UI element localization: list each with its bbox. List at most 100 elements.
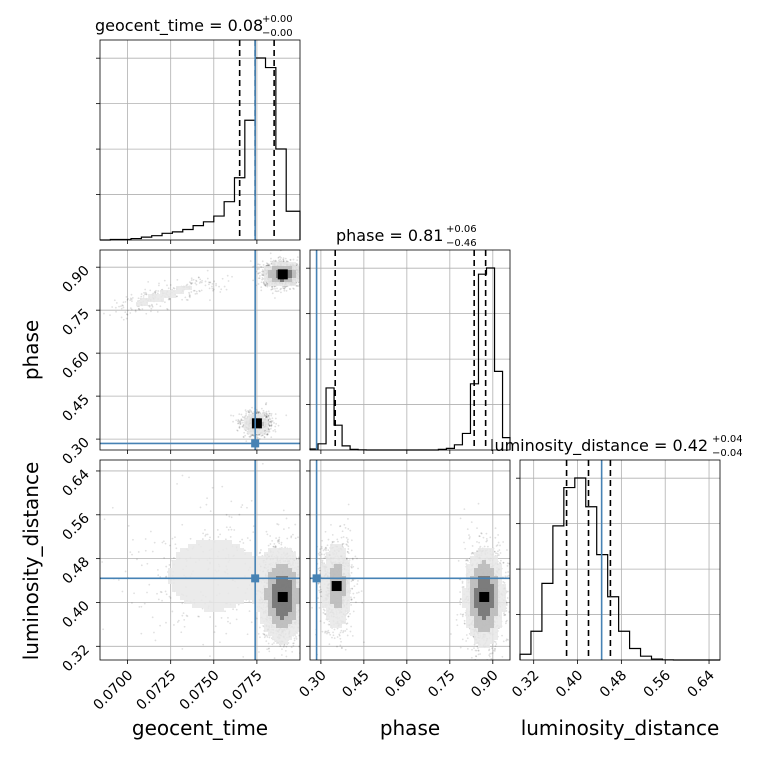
- scatter-geocent-time-vs-luminosity-distance-density-cell: [216, 544, 220, 548]
- scatter-geocent-time-vs-phase-point: [264, 285, 267, 287]
- scatter-geocent-time-vs-luminosity-distance-density-cell: [176, 592, 180, 596]
- scatter-geocent-time-vs-phase-point: [260, 435, 263, 437]
- scatter-geocent-time-vs-phase-point: [265, 415, 268, 418]
- scatter-geocent-time-vs-phase-point: [140, 293, 143, 295]
- scatter-geocent-time-vs-luminosity-distance-density-cell: [220, 600, 224, 604]
- scatter-geocent-time-vs-luminosity-distance-point: [286, 537, 289, 540]
- scatter-geocent-time-vs-phase-point: [129, 299, 132, 302]
- scatter-geocent-time-vs-luminosity-distance-point: [209, 655, 211, 658]
- scatter-geocent-time-vs-phase-point: [168, 298, 171, 301]
- scatter-geocent-time-vs-luminosity-distance-density-cell: [208, 556, 212, 560]
- scatter-geocent-time-vs-phase-density-cell: [144, 302, 148, 306]
- scatter-geocent-time-vs-luminosity-distance-point: [290, 646, 293, 649]
- scatter-geocent-time-vs-phase-point: [296, 263, 299, 265]
- scatter-geocent-time-vs-phase-point: [236, 420, 239, 423]
- scatter-geocent-time-vs-luminosity-distance-point: [188, 476, 190, 479]
- scatter-geocent-time-vs-phase-point: [265, 415, 268, 418]
- scatter-geocent-time-vs-luminosity-distance-point: [227, 528, 230, 531]
- scatter-geocent-time-vs-phase-point: [181, 298, 184, 301]
- scatter-geocent-time-vs-phase-point: [144, 288, 147, 291]
- scatter-geocent-time-vs-phase-density-cell: [248, 418, 252, 422]
- scatter-geocent-time-vs-luminosity-distance-density-cell: [180, 564, 184, 568]
- scatter-geocent-time-vs-phase-density-cell: [264, 266, 268, 270]
- scatter-geocent-time-vs-luminosity-distance-point: [297, 558, 300, 561]
- scatter-geocent-time-vs-luminosity-distance-point: [258, 552, 261, 555]
- scatter-geocent-time-vs-luminosity-distance-point: [205, 533, 207, 536]
- scatter-geocent-time-vs-luminosity-distance-point: [224, 538, 227, 541]
- scatter-geocent-time-vs-luminosity-distance-density-cell: [236, 560, 240, 564]
- scatter-geocent-time-vs-phase-point: [145, 312, 148, 315]
- scatter-geocent-time-vs-phase-point: [193, 289, 196, 292]
- scatter-geocent-time-vs-luminosity-distance-point: [90, 558, 92, 560]
- scatter-geocent-time-vs-luminosity-distance-point: [146, 562, 149, 565]
- scatter-geocent-time-vs-luminosity-distance-point: [306, 623, 308, 625]
- scatter-geocent-time-vs-phase-point: [148, 304, 151, 307]
- scatter-geocent-time-vs-phase-point: [269, 418, 272, 421]
- scatter-geocent-time-vs-luminosity-distance-point: [163, 556, 166, 559]
- scatter-geocent-time-vs-luminosity-distance-density-cell: [184, 548, 188, 552]
- scatter-geocent-time-vs-luminosity-distance-density-cell: [196, 604, 200, 608]
- scatter-geocent-time-vs-phase-point: [258, 263, 261, 266]
- scatter-geocent-time-vs-luminosity-distance-point: [284, 649, 287, 652]
- scatter-geocent-time-vs-phase-point: [270, 420, 273, 423]
- scatter-geocent-time-vs-phase-point: [280, 291, 282, 294]
- scatter-geocent-time-vs-luminosity-distance-density-cell: [188, 564, 192, 568]
- scatter-geocent-time-vs-phase-point: [249, 436, 252, 438]
- scatter-geocent-time-vs-luminosity-distance-point: [259, 551, 262, 554]
- scatter-geocent-time-vs-phase-point: [211, 282, 214, 285]
- scatter-geocent-time-vs-luminosity-distance-point: [265, 634, 268, 637]
- scatter-geocent-time-vs-luminosity-distance-point: [202, 643, 205, 646]
- scatter-geocent-time-vs-luminosity-distance-point: [228, 515, 231, 518]
- scatter-geocent-time-vs-phase-point: [238, 420, 240, 422]
- scatter-geocent-time-vs-phase-point: [248, 411, 251, 414]
- scatter-geocent-time-vs-phase-density-cell: [264, 270, 268, 274]
- scatter-geocent-time-vs-phase-point: [142, 294, 145, 297]
- scatter-geocent-time-vs-phase-density-cell: [248, 426, 252, 430]
- scatter-geocent-time-vs-luminosity-distance-density-cell: [232, 580, 236, 584]
- scatter-geocent-time-vs-phase-point: [192, 278, 195, 281]
- scatter-geocent-time-vs-luminosity-distance-point: [295, 638, 298, 640]
- scatter-geocent-time-vs-luminosity-distance-point: [232, 608, 234, 611]
- scatter-geocent-time-vs-phase-point: [236, 429, 239, 432]
- scatter-geocent-time-vs-luminosity-distance-density-cell: [208, 540, 212, 544]
- scatter-geocent-time-vs-luminosity-distance-density-cell: [172, 564, 176, 568]
- scatter-geocent-time-vs-luminosity-distance-point: [295, 558, 298, 560]
- scatter-geocent-time-vs-luminosity-distance-density-cell: [192, 604, 196, 608]
- scatter-geocent-time-vs-luminosity-distance-point: [304, 609, 306, 611]
- scatter-geocent-time-vs-phase-point: [184, 296, 187, 299]
- scatter-geocent-time-vs-phase-point: [190, 291, 193, 293]
- scatter-geocent-time-vs-luminosity-distance-point: [230, 528, 233, 531]
- scatter-geocent-time-vs-phase-point: [154, 291, 157, 294]
- scatter-geocent-time-vs-luminosity-distance-density-cell: [248, 592, 252, 596]
- scatter-geocent-time-vs-phase-density-cell: [276, 266, 280, 270]
- scatter-geocent-time-vs-luminosity-distance-point: [274, 640, 277, 643]
- scatter-geocent-time-vs-phase-point: [300, 277, 302, 279]
- scatter-geocent-time-vs-luminosity-distance-density-cell: [240, 564, 244, 568]
- scatter-geocent-time-vs-luminosity-distance-point: [180, 631, 183, 634]
- scatter-geocent-time-vs-luminosity-distance-density-cell: [176, 568, 180, 572]
- scatter-geocent-time-vs-phase-point: [268, 428, 270, 431]
- scatter-geocent-time-vs-phase-point: [168, 297, 171, 300]
- hist-phase-frame: [309, 249, 511, 451]
- scatter-geocent-time-vs-phase-density-cell: [156, 298, 160, 302]
- scatter-geocent-time-vs-phase-point: [192, 289, 195, 292]
- scatter-geocent-time-vs-luminosity-distance-point: [176, 482, 178, 485]
- scatter-geocent-time-vs-phase-point: [120, 307, 123, 310]
- scatter-geocent-time-vs-phase-point: [241, 416, 244, 418]
- scatter-geocent-time-vs-luminosity-distance-point: [292, 644, 295, 647]
- scatter-geocent-time-vs-phase-point: [236, 429, 239, 432]
- scatter-geocent-time-vs-luminosity-distance-density-cell: [224, 540, 228, 544]
- scatter-geocent-time-vs-luminosity-distance-density-cell: [204, 564, 208, 568]
- scatter-geocent-time-vs-luminosity-distance-density-cell: [184, 588, 188, 592]
- scatter-geocent-time-vs-luminosity-distance-point: [305, 608, 307, 610]
- scatter-geocent-time-vs-phase-point: [270, 424, 273, 427]
- scatter-geocent-time-vs-luminosity-distance-point: [242, 542, 245, 544]
- scatter-geocent-time-vs-phase-point: [248, 435, 251, 438]
- scatter-geocent-time-vs-luminosity-distance-density-cell: [204, 540, 208, 544]
- scatter-geocent-time-vs-luminosity-distance-point: [174, 543, 177, 546]
- scatter-geocent-time-vs-luminosity-distance-density-cell: [204, 556, 208, 560]
- scatter-geocent-time-vs-luminosity-distance-density-cell: [224, 572, 228, 576]
- scatter-geocent-time-vs-luminosity-distance-density-cell: [176, 560, 180, 564]
- scatter-geocent-time-vs-luminosity-distance-point: [306, 614, 308, 616]
- scatter-geocent-time-vs-luminosity-distance-point: [237, 603, 240, 606]
